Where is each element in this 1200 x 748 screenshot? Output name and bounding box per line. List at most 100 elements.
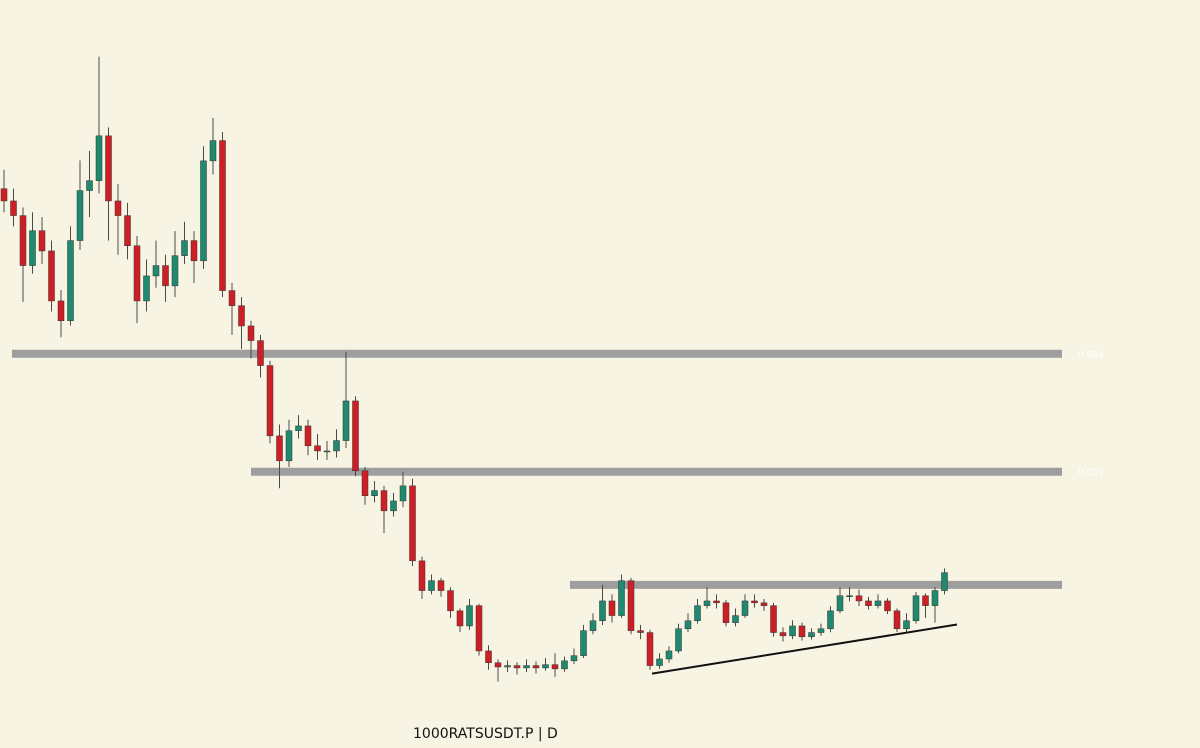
candle-body [665, 650, 673, 660]
candle-body [181, 240, 188, 256]
candle-body [732, 615, 739, 623]
candle-body [703, 600, 711, 606]
candle-body [485, 650, 492, 663]
candle-body [399, 485, 407, 502]
candle-body [124, 215, 131, 247]
candle-body [456, 610, 464, 627]
candle-body [380, 490, 388, 512]
candle-body [608, 600, 616, 616]
candle-body [228, 290, 236, 306]
candle-body [466, 605, 473, 627]
candle-body [922, 595, 929, 606]
candle-body [760, 602, 768, 606]
candle-body [713, 600, 720, 604]
candle-body [171, 255, 179, 287]
candle-body [561, 660, 568, 670]
candle-body [475, 605, 483, 652]
trend-line [651, 623, 958, 675]
candle-body [865, 600, 872, 606]
candle-body [133, 245, 141, 302]
candle-body [352, 400, 359, 472]
candle-body [266, 365, 274, 437]
candle-body [532, 665, 540, 669]
candle-body [675, 628, 682, 652]
candle-body [570, 655, 578, 662]
candle-body [827, 610, 834, 630]
candle-body [808, 632, 815, 638]
candle-body [504, 665, 511, 668]
candle-body [523, 665, 530, 669]
candle-body [276, 435, 283, 462]
candle-body [314, 445, 321, 452]
candle-body [694, 605, 701, 622]
candle-body [637, 630, 644, 633]
candle-body [656, 658, 663, 666]
candle-body [618, 580, 625, 616]
candle-body [67, 240, 74, 322]
candle-body [599, 600, 606, 622]
candle-body [38, 230, 46, 252]
candle-body [770, 605, 777, 633]
candle-body [152, 265, 160, 277]
candle-body [86, 180, 93, 191]
candle-body [114, 200, 122, 216]
candle-body [257, 340, 264, 366]
candle-body [200, 160, 207, 262]
candle-body [779, 632, 787, 637]
candle-body [162, 265, 169, 287]
level-label: 0.059 [1078, 468, 1104, 478]
candle-body [76, 190, 84, 241]
candle-body [219, 140, 226, 291]
candle-body [513, 665, 521, 669]
candle-body [722, 602, 730, 623]
candle-body [238, 305, 245, 327]
candle-body [589, 620, 597, 631]
candle-body [48, 250, 55, 302]
candle-body [333, 440, 340, 452]
candle-body [304, 425, 312, 447]
candle-body [342, 400, 350, 441]
candle-body [789, 625, 796, 637]
candle-body [798, 625, 806, 638]
candle-body [751, 600, 758, 604]
candle-body [57, 300, 65, 322]
candle-body [941, 572, 948, 591]
candle-body [418, 560, 426, 591]
candle-body [0, 188, 8, 202]
candle-body [209, 140, 217, 162]
candle-body [855, 595, 863, 602]
candle-body [874, 600, 882, 606]
candle-body [10, 200, 17, 216]
candle-body [494, 662, 502, 668]
candle-body [551, 664, 559, 670]
candle-body [542, 664, 549, 669]
candle-body [428, 580, 435, 591]
candle-body [846, 595, 853, 598]
candle-body [903, 620, 910, 630]
candle-body [190, 240, 198, 262]
candle-body [295, 425, 302, 431]
candle-body [285, 430, 293, 462]
symbol-label: 1000RATSUSDT.P | D [413, 726, 558, 742]
candle-body [323, 450, 331, 453]
candle-body [29, 230, 36, 266]
candle-body [371, 490, 378, 497]
candle-body [931, 590, 939, 606]
candle-body [884, 600, 891, 612]
candle-body [580, 630, 587, 656]
candle-body [390, 500, 397, 512]
candle-body [437, 580, 445, 591]
candle-body [19, 215, 27, 266]
candle-body [817, 628, 825, 633]
candle-body [143, 275, 150, 302]
candle-body [105, 135, 112, 202]
candle-body [684, 620, 692, 630]
candle-body [893, 610, 901, 630]
candle-body [447, 590, 454, 612]
candle-body [247, 325, 255, 341]
candle-body [646, 632, 654, 666]
level-label: 0.084 [1078, 350, 1104, 360]
candle-body [912, 595, 920, 622]
